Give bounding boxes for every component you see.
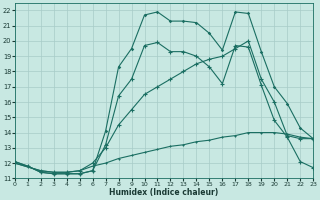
X-axis label: Humidex (Indice chaleur): Humidex (Indice chaleur) bbox=[109, 188, 219, 197]
